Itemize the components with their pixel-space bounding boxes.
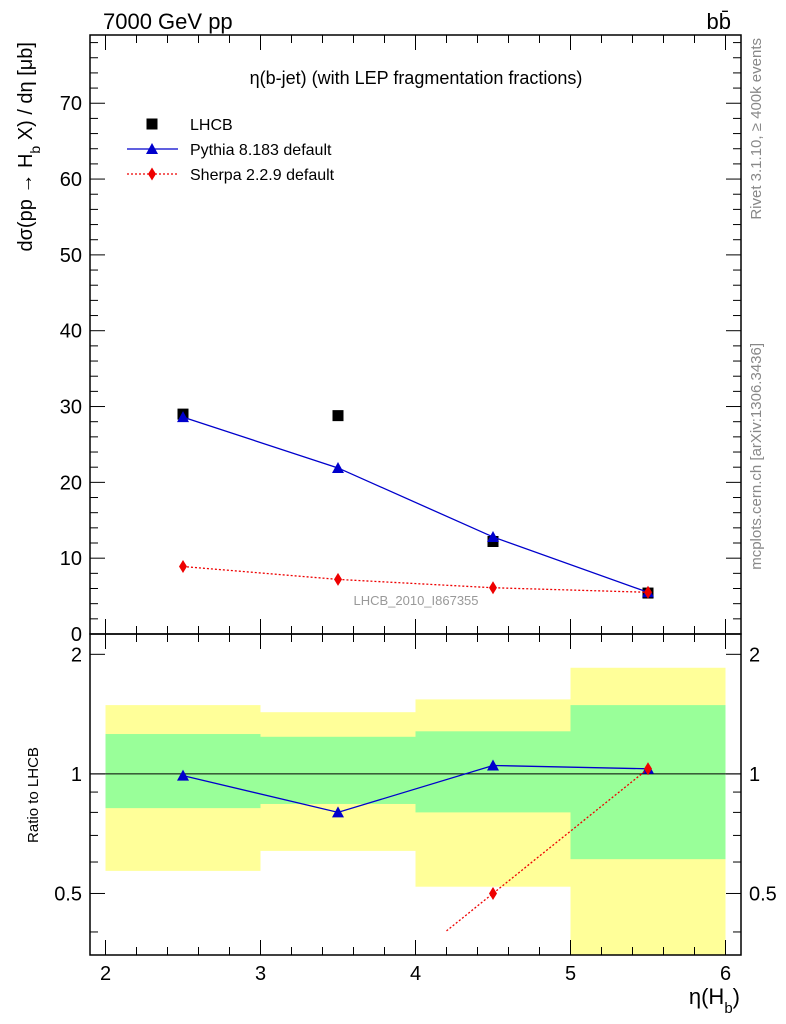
main-y-tick-label: 60 bbox=[60, 169, 82, 191]
x-axis-label: η(Hb) bbox=[689, 984, 740, 1017]
pythia-point bbox=[332, 461, 344, 473]
ratio-band-inner bbox=[260, 736, 416, 804]
main-y-tick-label: 10 bbox=[60, 548, 82, 570]
legend-marker-pythia bbox=[146, 143, 158, 154]
main-y-tick-label: 30 bbox=[60, 397, 82, 419]
mcplots-reference-label: mcplots.cern.ch [arXiv:1306.3436] bbox=[748, 343, 765, 570]
lhcb-point bbox=[332, 410, 344, 422]
pythia-ratio-point bbox=[332, 806, 344, 818]
x-tick-label: 3 bbox=[255, 963, 266, 985]
ratio-y-axis-label: Ratio to LHCB bbox=[25, 747, 42, 843]
main-plot-frame bbox=[89, 34, 742, 635]
header-collision-label: 7000 GeV pp bbox=[103, 9, 233, 34]
ratio-band-inner bbox=[570, 705, 726, 860]
main-panel: η(b-jet) (with LEP fragmentation fractio… bbox=[15, 34, 742, 646]
pythia-point bbox=[177, 411, 189, 423]
main-y-tick-label: 70 bbox=[60, 93, 82, 115]
pythia-ratio-line bbox=[182, 764, 649, 814]
x-tick-label: 5 bbox=[565, 963, 576, 985]
ratio-plot-frame bbox=[89, 633, 742, 956]
rivet-version-label: Rivet 3.1.10, ≥ 400k events bbox=[748, 38, 765, 220]
legend-label-pythia: Pythia 8.183 default bbox=[190, 142, 332, 159]
legend-marker-sherpa bbox=[148, 167, 156, 181]
header-process-label: bb̄ bbox=[707, 9, 731, 34]
ratio-band-inner bbox=[415, 731, 571, 813]
main-y-tick-label: 50 bbox=[60, 245, 82, 267]
legend-label-lhcb: LHCB bbox=[190, 117, 233, 134]
sherpa-point bbox=[644, 585, 652, 599]
analysis-watermark: LHCB_2010_I867355 bbox=[353, 593, 478, 608]
pythia-ratio-point bbox=[487, 759, 499, 771]
sherpa-line bbox=[182, 565, 649, 593]
main-y-tick-label: 20 bbox=[60, 472, 82, 494]
pythia-line bbox=[182, 416, 649, 593]
sherpa-ratio-point bbox=[489, 886, 497, 900]
legend-label-sherpa: Sherpa 2.2.9 default bbox=[190, 167, 335, 184]
main-plot-title: η(b-jet) (with LEP fragmentation fractio… bbox=[250, 68, 583, 88]
ratio-y-tick-label: 2 bbox=[71, 644, 82, 666]
x-tick-label: 6 bbox=[720, 963, 731, 985]
ratio-y-tick-label: 0.5 bbox=[54, 883, 82, 905]
sherpa-point bbox=[489, 581, 497, 595]
ratio-y-tick-label-right: 0.5 bbox=[749, 883, 777, 905]
x-tick-label: 2 bbox=[100, 963, 111, 985]
ratio-y-tick-label: 1 bbox=[71, 764, 82, 786]
sherpa-ratio-line bbox=[446, 768, 649, 932]
x-tick-label: 4 bbox=[410, 963, 421, 985]
ratio-panel: 0.5 0.5 1 1 2 2 2 3 4 5 6 Ratio to LHCB η(Hb) bbox=[25, 633, 777, 1017]
sherpa-point bbox=[179, 560, 187, 574]
sherpa-point bbox=[334, 572, 342, 586]
legend-marker-lhcb bbox=[146, 118, 158, 130]
ratio-y-tick-label-right: 1 bbox=[749, 764, 760, 786]
main-y-tick-label: 0 bbox=[71, 624, 82, 646]
ratio-y-tick-label-right: 2 bbox=[749, 644, 760, 666]
pythia-ratio-point bbox=[177, 769, 189, 781]
sherpa-ratio-point bbox=[644, 762, 652, 776]
main-y-tick-label: 40 bbox=[60, 321, 82, 343]
legend: LHCB Pythia 8.183 default Sherpa 2.2.9 def… bbox=[127, 117, 335, 184]
pythia-point bbox=[487, 530, 499, 542]
main-y-axis-label: dσ(pp → Hb X) / dη [μb] bbox=[15, 42, 43, 252]
